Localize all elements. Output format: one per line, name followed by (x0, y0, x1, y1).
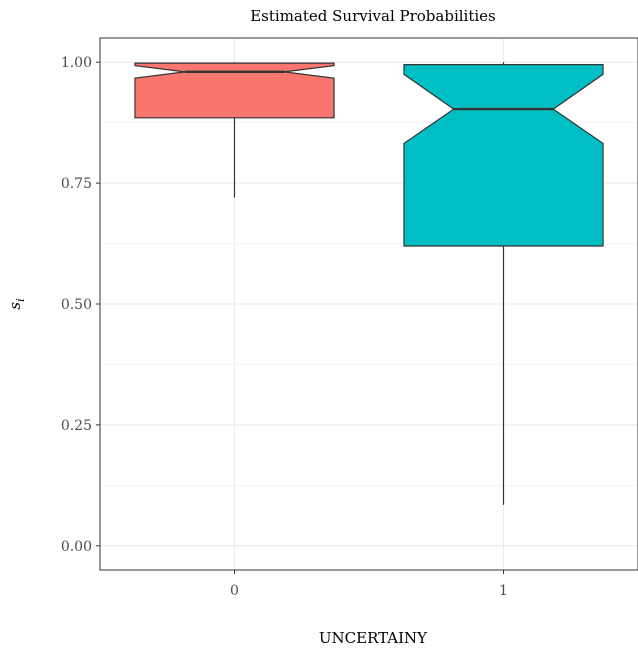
box-body (403, 63, 604, 247)
x-axis-title: UNCERTAINY (319, 629, 428, 647)
chart-title: Estimated Survival Probabilities (250, 7, 496, 25)
y-axis-title-sub: i (14, 298, 27, 302)
y-tick-label: 1.00 (61, 55, 92, 71)
y-axis-title: si (6, 298, 27, 309)
y-axis-title-main: s (6, 302, 24, 310)
x-tick-label: 1 (499, 583, 508, 599)
box-group (134, 62, 604, 505)
y-axis: 0.00 0.25 0.50 0.75 1.00 (61, 55, 100, 555)
y-tick-label: 0.25 (61, 418, 92, 434)
y-tick-label: 0.50 (61, 297, 92, 313)
box-body (134, 62, 335, 119)
x-tick-label: 0 (230, 583, 239, 599)
y-tick-label: 0.00 (61, 539, 92, 555)
y-tick-label: 0.75 (61, 176, 92, 192)
